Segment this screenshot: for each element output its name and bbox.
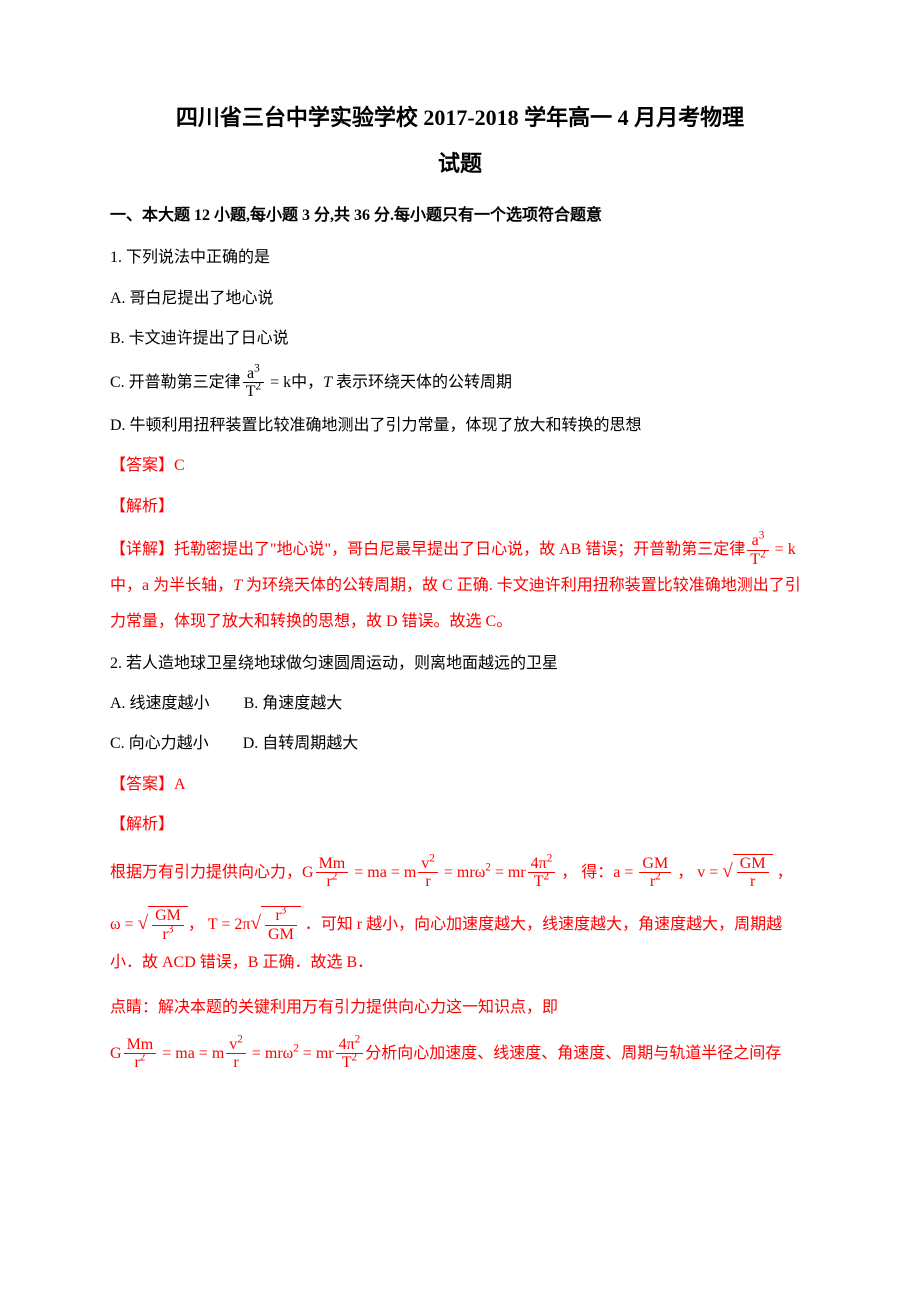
fraction-mm-r2: Mmr2 <box>316 855 349 891</box>
q2-detail-mid4: ， <box>188 916 208 933</box>
q2-detail-prefix: 根据万有引力提供向心力， <box>110 864 302 881</box>
q2-options-cd: C. 向心力越小 D. 自转周期越大 <box>110 729 810 759</box>
q2-answer-label: 【答案】 <box>110 776 174 793</box>
q1-option-c: C. 开普勒第三定律a3T2 = k中，T 表示环绕天体的公转周期 <box>110 365 810 401</box>
fraction-v2-r-tip: v2r <box>226 1036 246 1072</box>
q1-detail-prefix: 【详解】托勒密提出了"地心说"，哥白尼最早提出了日心说，故 AB 错误；开普勒第… <box>110 541 745 558</box>
fraction-a3-t2-red: a3T2 <box>747 532 768 568</box>
q1-answer-label: 【答案】 <box>110 457 174 474</box>
q2-option-b: B. 角速度越大 <box>244 695 343 712</box>
fraction-a3-t2: a3T2 <box>243 365 264 401</box>
section-1-header: 一、本大题 12 小题,每小题 3 分,共 36 分.每小题只有一个选项符合题意 <box>110 201 810 231</box>
exam-title-line1: 四川省三台中学实验学校 2017-2018 学年高一 4 月月考物理 <box>110 100 810 135</box>
q2-option-a: A. 线速度越小 <box>110 695 210 712</box>
fraction-mm-r2-tip: Mmr2 <box>124 1036 157 1072</box>
exam-title-line2: 试题 <box>110 143 810 185</box>
q2-option-c: C. 向心力越小 <box>110 735 209 752</box>
q1-option-d: D. 牛顿利用扭秤装置比较准确地测出了引力常量，体现了放大和转换的思想 <box>110 411 810 441</box>
fraction-4pi2-t2: 4π2T2 <box>528 855 556 891</box>
fraction-gm-r2: GMr2 <box>639 855 671 891</box>
sqrt-gm-r: GMr <box>722 851 772 893</box>
q2-stem: 2. 若人造地球卫星绕地球做匀速圆周运动，则离地面越远的卫星 <box>110 649 810 679</box>
q1-option-a: A. 哥白尼提出了地心说 <box>110 284 810 314</box>
q1-analysis-detail: 【详解】托勒密提出了"地心说"，哥白尼最早提出了日心说，故 AB 错误；开普勒第… <box>110 532 810 639</box>
fraction-4pi2-t2-tip: 4π2T2 <box>336 1036 364 1072</box>
q2-tip: 点睛：解决本题的关键利用万有引力提供向心力这一知识点，即 <box>110 990 810 1025</box>
sqrt-gm-r3: GMr3 <box>138 903 188 945</box>
q2-detail-mid1: ， 得： <box>557 864 613 881</box>
q1-optc-italic: T <box>323 373 332 390</box>
q2-detail-end: ．可知 r 越小，向心加速度越大，线速度越大，角速度越大，周期越小．故 ACD … <box>110 916 782 971</box>
q2-tip-formula: GMmr2 = ma = mv2r = mrω2 = mr4π2T2分析向心加速… <box>110 1036 810 1072</box>
q1-optc-end: 表示环绕天体的公转周期 <box>332 373 512 390</box>
q1-detail-mid1: 中，a 为半长轴， <box>110 577 233 594</box>
q2-answer-value: A <box>174 776 186 793</box>
q2-option-d: D. 自转周期越大 <box>243 735 359 752</box>
q1-detail-t: T <box>233 577 242 594</box>
q1-answer: 【答案】C <box>110 451 810 481</box>
q1-stem: 1. 下列说法中正确的是 <box>110 243 810 273</box>
q2-tip-prefix: 点睛：解决本题的关键利用万有引力提供向心力这一知识点，即 <box>110 999 558 1016</box>
q2-analysis-label: 【解析】 <box>110 810 810 840</box>
q1-answer-value: C <box>174 457 185 474</box>
q2-detail-mid3: ， <box>773 864 793 881</box>
q2-options-ab: A. 线速度越小 B. 角速度越大 <box>110 689 810 719</box>
q1-optc-prefix: C. 开普勒第三定律 <box>110 373 241 390</box>
q2-tip-suffix: 分析向心加速度、线速度、角速度、周期与轨道半径之间存 <box>365 1045 781 1062</box>
q2-analysis-detail-2: ω = GMr3， T = 2πr3GM ．可知 r 越小，向心加速度越大，线速… <box>110 903 810 980</box>
q2-detail-mid2: ， <box>673 864 697 881</box>
q1-optc-suffix: 中， <box>291 373 323 390</box>
sqrt-r3-gm: r3GM <box>250 903 300 945</box>
q1-analysis-label: 【解析】 <box>110 492 810 522</box>
q2-analysis-detail-1: 根据万有引力提供向心力，GMmr2 = ma = mv2r = mrω2 = m… <box>110 851 810 893</box>
fraction-v2-r: v2r <box>418 855 438 891</box>
q2-answer: 【答案】A <box>110 770 810 800</box>
q1-option-b: B. 卡文迪许提出了日心说 <box>110 324 810 354</box>
